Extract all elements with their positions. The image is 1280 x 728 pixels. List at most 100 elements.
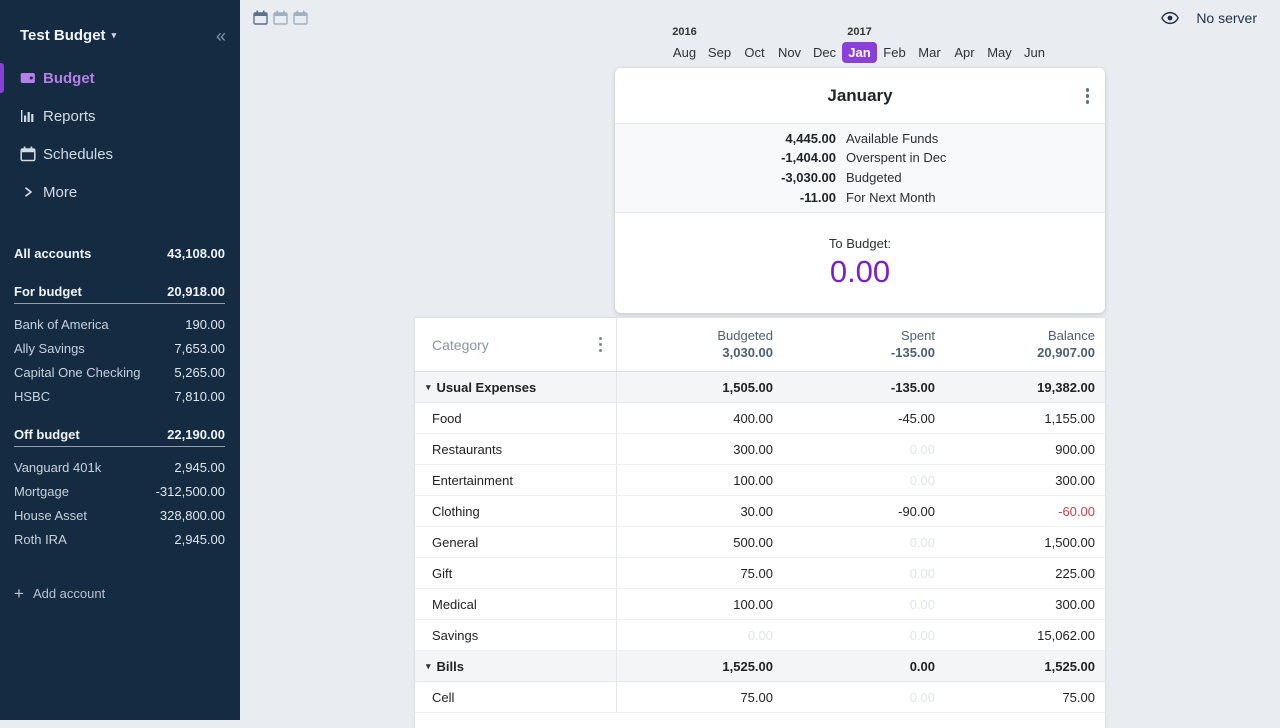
account-row[interactable]: HSBC 7,810.00 — [14, 384, 225, 408]
budget-name-button[interactable]: Test Budget ▾ — [20, 27, 116, 44]
balance-cell[interactable]: 15,062.00 — [1037, 627, 1095, 643]
sidebar: Test Budget ▾ « Budget Reports Schedules Mo… — [0, 0, 240, 720]
account-row[interactable]: Capital One Checking 5,265.00 — [14, 360, 225, 384]
sidebar-item-label: Schedules — [43, 145, 114, 163]
balance-cell[interactable]: 900.00 — [1055, 441, 1095, 457]
card-menu-kebab-icon[interactable] — [1082, 84, 1094, 108]
account-balance: 328,800.00 — [159, 507, 225, 523]
category-name-cell[interactable]: General — [415, 527, 617, 557]
month-jan-selected[interactable]: Jan — [842, 42, 877, 63]
month-may[interactable]: May — [987, 45, 1012, 60]
balance-cell[interactable]: -60.00 — [1058, 503, 1095, 519]
balance-cell[interactable]: 225.00 — [1055, 565, 1095, 581]
row-values: 100.00 0.00 300.00 — [617, 589, 1105, 619]
row-values: 1,505.00 -135.00 19,382.00 — [617, 372, 1105, 402]
spent-cell[interactable]: 0.00 — [909, 441, 935, 457]
budgeted-cell[interactable]: 75.00 — [740, 565, 773, 581]
category-name-cell[interactable]: Food — [415, 403, 617, 433]
spent-cell[interactable]: -45.00 — [898, 410, 935, 426]
months-view-1-button[interactable] — [253, 10, 268, 25]
month-dec[interactable]: Dec — [812, 45, 837, 60]
budgeted-cell[interactable]: 400.00 — [733, 410, 773, 426]
budget-category-row: Food 400.00 -45.00 1,155.00 — [415, 403, 1105, 434]
all-accounts-row[interactable]: All accounts 43,108.00 — [14, 241, 225, 265]
server-status-button[interactable]: No server — [1196, 10, 1257, 26]
name-label: General — [432, 534, 479, 550]
category-name-cell[interactable]: Cell — [415, 682, 617, 712]
row-values: 400.00 -45.00 1,155.00 — [617, 403, 1105, 433]
column-total: 20,907.00 — [1037, 345, 1095, 360]
months-view-2-button[interactable] — [273, 10, 288, 25]
budgeted-cell[interactable]: 100.00 — [733, 596, 773, 612]
sidebar-collapse-button[interactable]: « — [215, 25, 226, 46]
budgeted-cell[interactable]: 500.00 — [733, 534, 773, 550]
month-mar[interactable]: Mar — [918, 45, 941, 60]
name-label: Food — [432, 410, 462, 426]
spent-cell[interactable]: 0.00 — [909, 472, 935, 488]
account-group-header: For budget 20,918.00 — [14, 280, 225, 304]
name-label: Clothing — [432, 503, 480, 519]
category-name-cell[interactable]: Savings — [415, 620, 617, 650]
balance-cell[interactable]: 1,500.00 — [1044, 534, 1095, 550]
add-account-button[interactable]: + Add account — [14, 581, 225, 605]
privacy-eye-icon[interactable] — [1161, 10, 1180, 26]
balance-cell[interactable]: 1,155.00 — [1044, 410, 1095, 426]
category-name-cell[interactable]: Restaurants — [415, 434, 617, 464]
spent-cell[interactable]: -90.00 — [898, 503, 935, 519]
to-budget-value[interactable]: 0.00 — [829, 254, 891, 289]
category-name-cell[interactable]: Entertainment — [415, 465, 617, 495]
budgeted-cell[interactable]: 0.00 — [747, 627, 773, 643]
category-name-cell[interactable]: Medical — [415, 589, 617, 619]
budgeted-cell[interactable]: 30.00 — [740, 503, 773, 519]
account-row[interactable]: Roth IRA 2,945.00 — [14, 527, 225, 551]
name-label: Bills — [436, 658, 464, 674]
category-column-header: Category — [415, 318, 617, 371]
budgeted-cell[interactable]: 75.00 — [740, 689, 773, 705]
month-nov[interactable]: Nov — [777, 45, 802, 60]
account-row[interactable]: House Asset 328,800.00 — [14, 503, 225, 527]
card-header: January — [615, 68, 1105, 123]
balance-cell[interactable]: 300.00 — [1055, 472, 1095, 488]
sidebar-item-reports[interactable]: Reports — [0, 97, 240, 135]
category-menu-kebab-icon[interactable] — [595, 333, 607, 357]
table-header: Category Budgeted 3,030.00 Spent -135.00 Bal… — [415, 318, 1105, 372]
month-feb[interactable]: Feb — [883, 45, 906, 60]
sidebar-item-schedules[interactable]: Schedules — [0, 135, 240, 173]
sidebar-item-budget[interactable]: Budget — [0, 59, 240, 97]
account-group-header: Off budget 22,190.00 — [14, 423, 225, 447]
account-name: House Asset — [14, 507, 87, 523]
year-label: 2016 — [672, 26, 697, 38]
name-label: Restaurants — [432, 441, 503, 457]
group-name-cell[interactable]: ▾ Usual Expenses — [415, 372, 617, 402]
budgeted-cell[interactable]: 300.00 — [733, 441, 773, 457]
spent-cell[interactable]: 0.00 — [909, 689, 935, 705]
budgeted-cell[interactable]: 100.00 — [733, 472, 773, 488]
month-apr[interactable]: Apr — [954, 45, 975, 60]
totals-header: Budgeted 3,030.00 Spent -135.00 Balance 20,90… — [617, 318, 1105, 371]
account-row[interactable]: Bank of America 190.00 — [14, 312, 225, 336]
account-row[interactable]: Mortgage -312,500.00 — [14, 479, 225, 503]
group-name-cell[interactable]: ▾ Bills — [415, 651, 617, 681]
spent-cell[interactable]: 0.00 — [909, 565, 935, 581]
month-sep[interactable]: Sep — [707, 45, 732, 60]
month-jun[interactable]: Jun — [1024, 45, 1045, 60]
account-row[interactable]: Ally Savings 7,653.00 — [14, 336, 225, 360]
category-name-cell[interactable]: Clothing — [415, 496, 617, 526]
column-label: Budgeted — [717, 328, 773, 343]
balance-cell[interactable]: 75.00 — [1062, 689, 1095, 705]
account-balance: 2,945.00 — [174, 531, 225, 547]
spent-cell[interactable]: 0.00 — [909, 596, 935, 612]
budget-category-row: Gift 75.00 0.00 225.00 — [415, 558, 1105, 589]
month-oct[interactable]: Oct — [744, 45, 765, 60]
category-name-cell[interactable]: Gift — [415, 558, 617, 588]
spent-cell[interactable]: 0.00 — [909, 627, 935, 643]
account-row[interactable]: Vanguard 401k 2,945.00 — [14, 455, 225, 479]
spent-cell: 0.00 — [909, 658, 935, 674]
months-view-3-button[interactable] — [293, 10, 308, 25]
spent-cell[interactable]: 0.00 — [909, 534, 935, 550]
balance-cell[interactable]: 300.00 — [1055, 596, 1095, 612]
sidebar-item-more[interactable]: More — [0, 173, 240, 211]
fund-value: -1,404.00 — [781, 150, 836, 166]
month-aug[interactable]: Aug — [672, 45, 697, 60]
collapse-triangle-icon: ▾ — [426, 660, 431, 671]
